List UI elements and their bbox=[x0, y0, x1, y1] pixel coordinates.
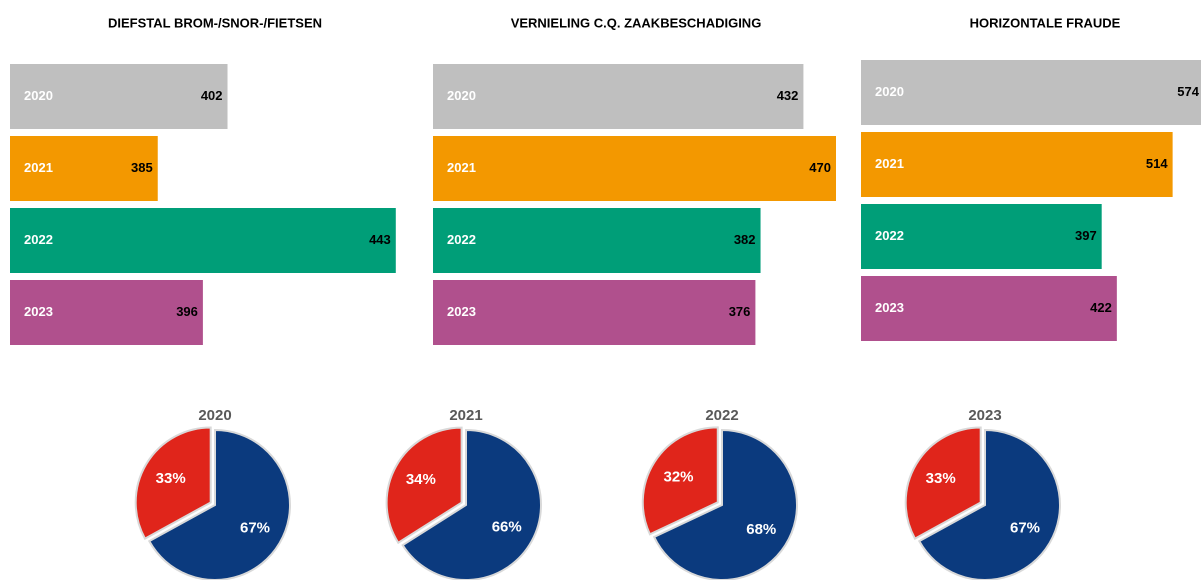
category-label: 2022 bbox=[447, 232, 476, 247]
slice-label: 67% bbox=[1010, 520, 1040, 537]
chart-title: VERNIELING C.Q. ZAAKBESCHADIGING bbox=[511, 15, 762, 30]
bar bbox=[10, 280, 203, 345]
category-label: 2021 bbox=[447, 160, 476, 175]
bar bbox=[861, 60, 1201, 125]
slice-label: 66% bbox=[492, 518, 522, 535]
chart-title: HORIZONTALE FRAUDE bbox=[970, 15, 1121, 30]
category-label: 2022 bbox=[24, 232, 53, 247]
bar bbox=[10, 208, 396, 273]
category-label: 2023 bbox=[24, 304, 53, 319]
pie-slice bbox=[134, 426, 212, 540]
pie-title: 2022 bbox=[705, 407, 738, 424]
category-label: 2020 bbox=[875, 84, 904, 99]
value-label: 397 bbox=[1075, 228, 1097, 243]
value-label: 422 bbox=[1090, 300, 1112, 315]
bar bbox=[433, 280, 756, 345]
bar bbox=[861, 204, 1102, 269]
value-label: 514 bbox=[1146, 156, 1168, 171]
bar bbox=[433, 208, 761, 273]
pie-slice bbox=[401, 428, 542, 580]
chart-title: DIEFSTAL BROM-/SNOR-/FIETSEN bbox=[108, 15, 322, 30]
slice-label: 67% bbox=[240, 520, 270, 537]
category-label: 2023 bbox=[875, 300, 904, 315]
bar bbox=[10, 136, 158, 201]
value-label: 396 bbox=[176, 304, 198, 319]
pie-title: 2023 bbox=[968, 407, 1001, 424]
pie-title: 2021 bbox=[449, 407, 482, 424]
value-label: 470 bbox=[809, 160, 831, 175]
slice-label: 32% bbox=[664, 468, 694, 485]
value-label: 402 bbox=[201, 88, 223, 103]
slice-label: 34% bbox=[406, 471, 436, 488]
category-label: 2022 bbox=[875, 228, 904, 243]
category-label: 2020 bbox=[447, 88, 476, 103]
bar bbox=[861, 276, 1117, 341]
value-label: 432 bbox=[777, 88, 799, 103]
bar bbox=[433, 136, 836, 201]
pie-slice bbox=[385, 426, 463, 545]
category-label: 2020 bbox=[24, 88, 53, 103]
bar bbox=[10, 64, 228, 129]
value-label: 376 bbox=[729, 304, 751, 319]
pie-slice bbox=[917, 428, 1061, 580]
pie-slice bbox=[641, 426, 719, 536]
pie-slice bbox=[147, 428, 291, 580]
slice-label: 33% bbox=[156, 470, 186, 487]
pie-title: 2020 bbox=[198, 407, 231, 424]
bar bbox=[861, 132, 1173, 197]
category-label: 2023 bbox=[447, 304, 476, 319]
bar bbox=[433, 64, 804, 129]
slice-label: 68% bbox=[746, 521, 776, 538]
value-label: 443 bbox=[369, 232, 391, 247]
value-label: 574 bbox=[1177, 84, 1199, 99]
slice-label: 33% bbox=[926, 470, 956, 487]
pie-slice bbox=[904, 426, 982, 540]
value-label: 382 bbox=[734, 232, 756, 247]
pie-slice bbox=[652, 428, 798, 580]
value-label: 385 bbox=[131, 160, 153, 175]
category-label: 2021 bbox=[875, 156, 904, 171]
category-label: 2021 bbox=[24, 160, 53, 175]
